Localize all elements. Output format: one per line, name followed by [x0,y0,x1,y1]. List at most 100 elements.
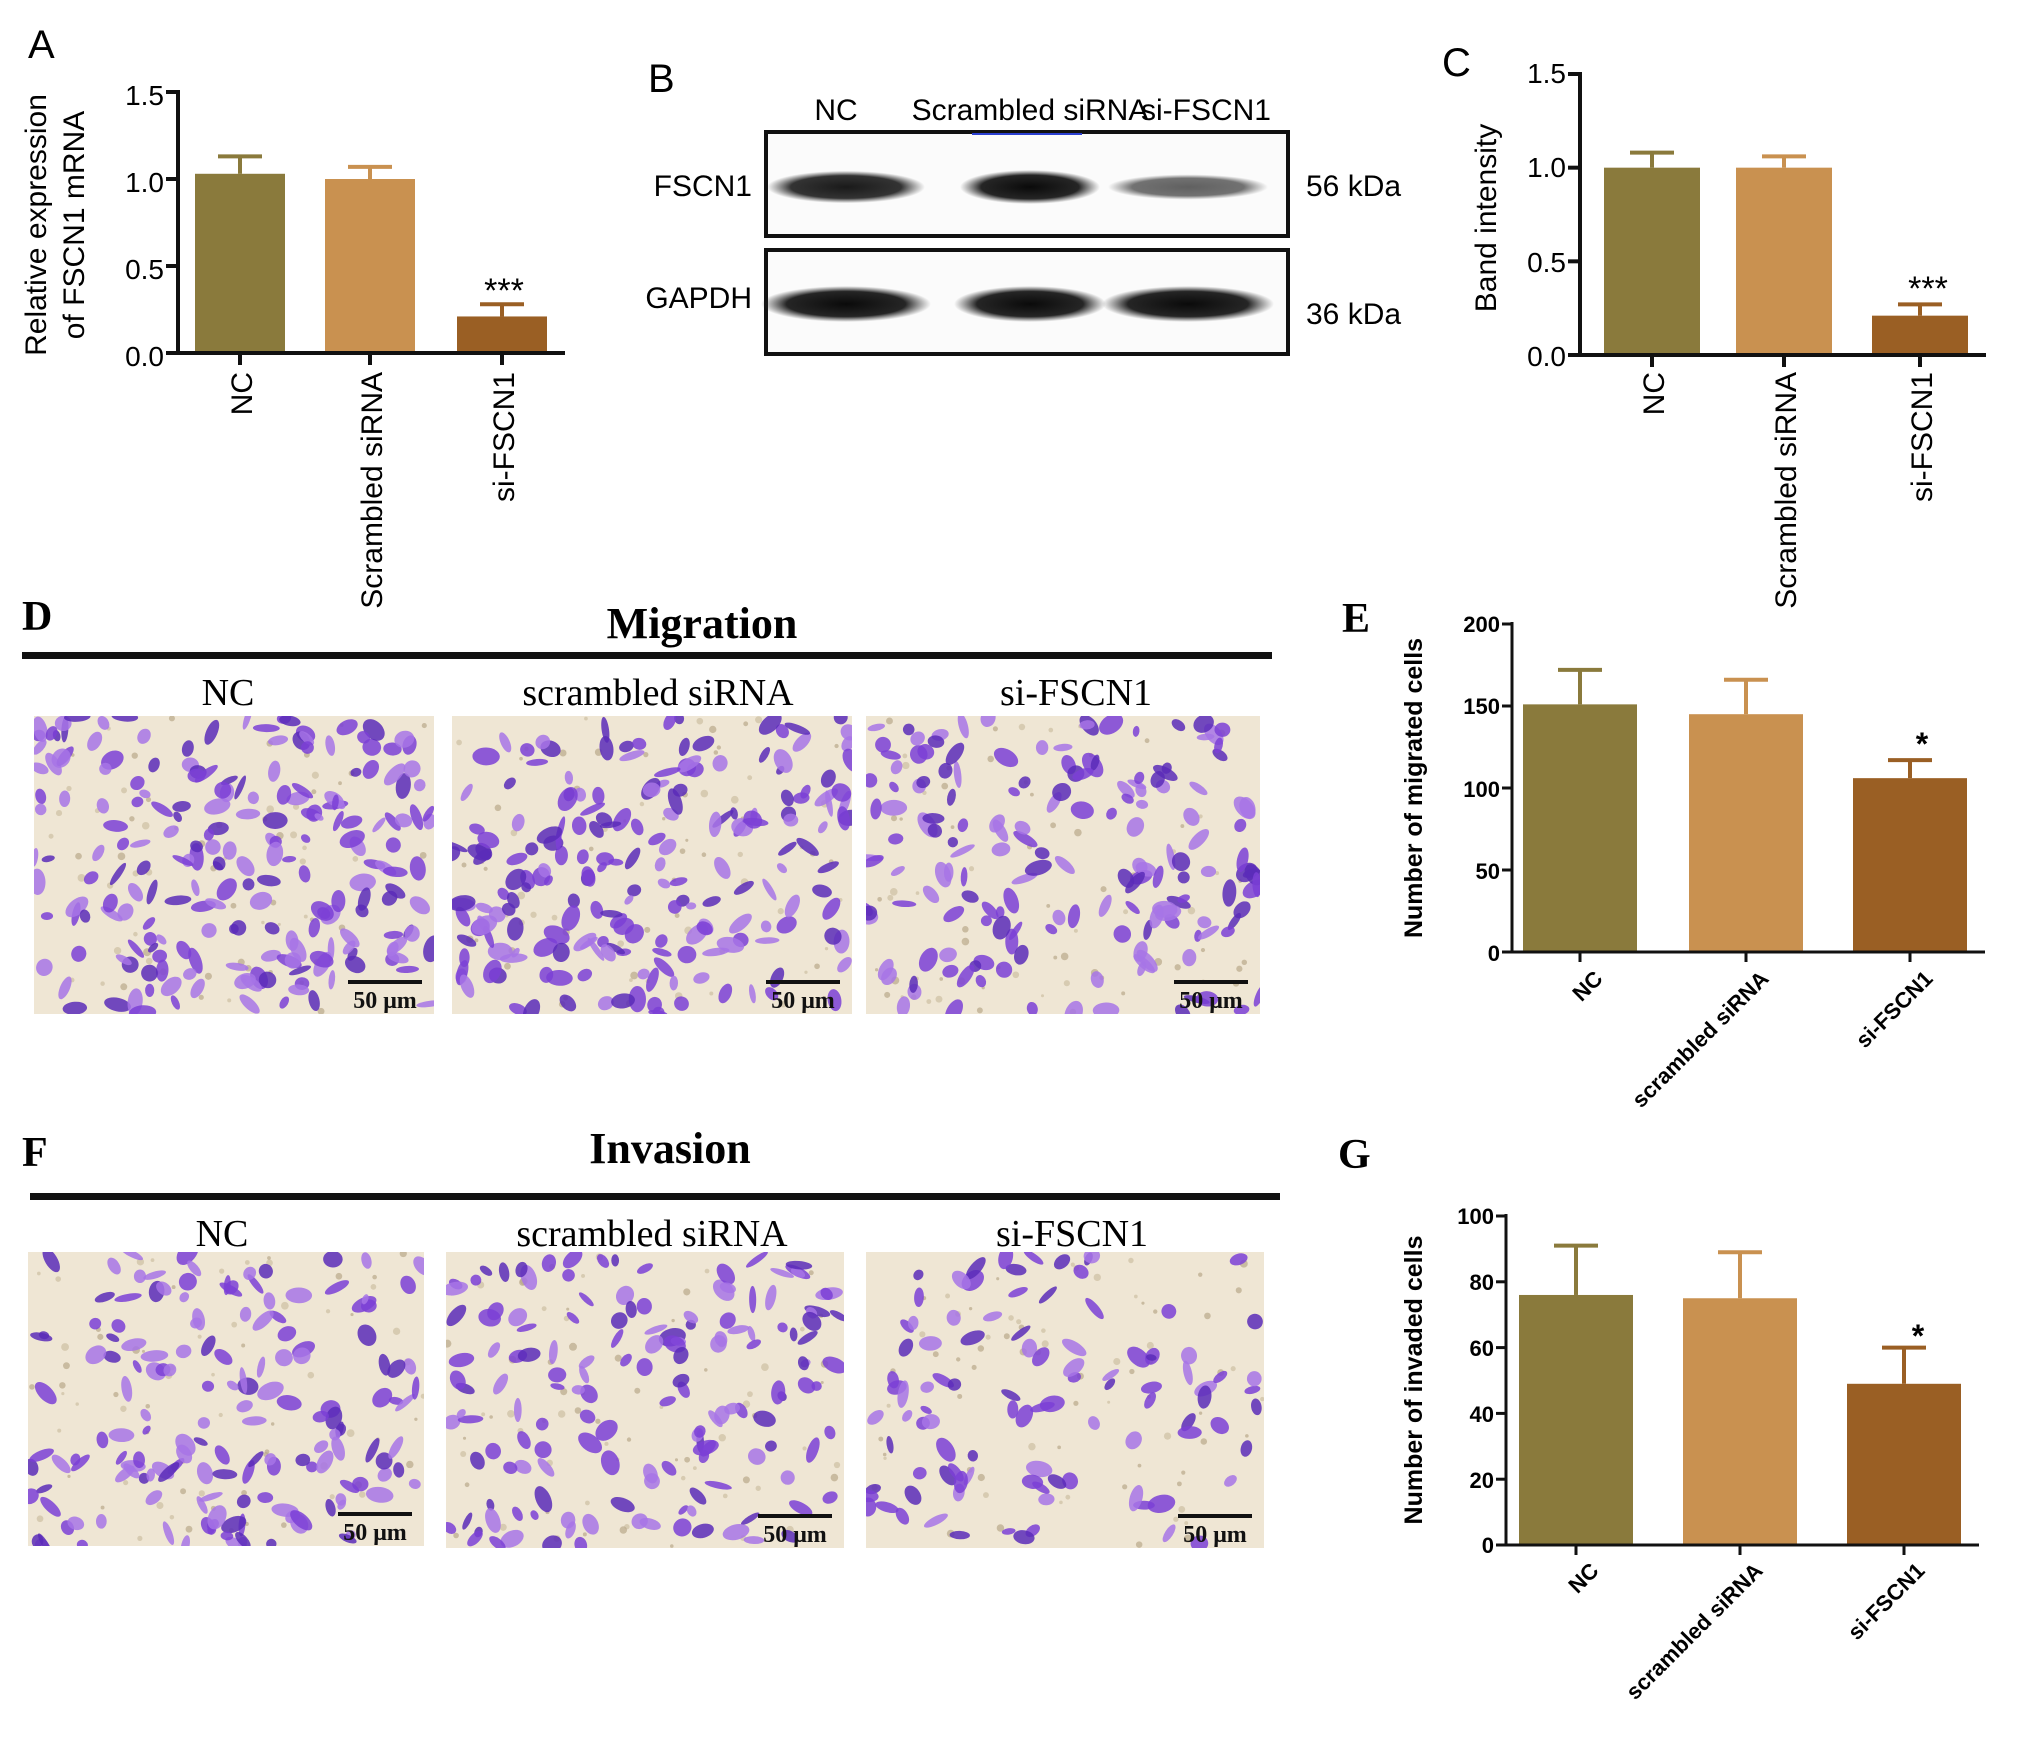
panel-c-bar-0 [1604,167,1700,355]
panel-a-bar-0 [195,173,285,353]
panel-c-tick-2: 1.0 [1527,152,1566,183]
panel-c-chart: Band intensity 0.0 0.5 1.0 1.5 NC Scramb… [1470,58,1986,609]
panel-g-significance: * [1912,1318,1925,1354]
panel-b-size-56: 56 kDa [1306,170,1401,203]
panel-c-significance: *** [1908,270,1948,308]
panel-a-ylabel-line2: of FSCN1 mRNA [58,111,91,339]
panel-b-lane-scrambled: Scrambled siRNA [912,94,1149,127]
micrographs: 50 μm 50 μm 50 μm 50 μm 50 μm 50 μm [28,716,1264,1548]
panel-e-letter: E [1342,596,1370,642]
micrograph-f-nc-scalebar [338,1512,412,1516]
micrograph-f-scrambled-scalebar [758,1514,832,1518]
panel-d-label-si: si-FSCN1 [1000,672,1152,714]
panel-a-bar-2 [457,316,547,353]
panel-g-letter: G [1338,1132,1371,1178]
panel-b-size-36: 36 kDa [1306,298,1401,331]
panel-b-row-gapdh: GAPDH [645,282,752,315]
panel-a-ylabel-line1: Relative expression [20,94,53,356]
micrograph-d-si-scalebar-label: 50 μm [1179,988,1243,1014]
panel-e-tick-1: 50 [1476,859,1500,884]
micrograph-d-nc-scalebar-label: 50 μm [353,988,417,1014]
micrograph-d-si-scalebar [1174,980,1248,984]
panel-g-bar-2 [1847,1383,1961,1545]
panel-e-chart: Number of migrated cells 0 50 100 150 20… [1400,612,1985,1112]
panel-f-label-nc: NC [196,1213,249,1255]
panel-b-gapdh-band-2 [1102,286,1274,322]
panel-g-tick-4: 80 [1470,1270,1494,1295]
panel-c-tick-1: 0.5 [1527,247,1566,278]
panel-e-plot [1502,622,1985,962]
panel-b-letter: B [648,57,675,101]
panel-f-invasion: Invasion NC scrambled siRNA si-FSCN1 [30,1124,1280,1255]
micrograph-d-scrambled-scalebar [766,980,840,984]
panel-b-fscn1-band-2 [1108,174,1268,200]
panel-a-cat-nc: NC [226,372,259,415]
panel-c-cat-scrambled: Scrambled siRNA [1770,372,1803,609]
panel-a-plot [166,90,565,365]
panel-e-bar-1 [1689,714,1803,952]
panel-d-letter: D [22,594,52,640]
panel-f-letter: F [22,1130,48,1176]
panel-d-title-rule [22,652,1272,659]
panel-a-chart: Relative expression of FSCN1 mRNA 0.0 0.… [20,80,565,609]
micrograph-d-scrambled: 50 μm [452,716,852,1014]
panel-c-tick-3: 1.5 [1527,58,1566,89]
panel-e-bar-0 [1523,704,1637,952]
panel-g-tick-1: 20 [1470,1468,1494,1493]
panel-e-tick-3: 150 [1463,694,1500,719]
micrograph-d-nc: 50 μm [34,716,434,1014]
panel-e-significance: * [1916,726,1929,762]
panel-d-migration: Migration NC scrambled siRNA si-FSCN1 [22,599,1272,714]
panel-d-title: Migration [607,599,798,648]
panel-g-bar-1 [1683,1298,1797,1545]
panel-c-bar-2 [1872,315,1968,355]
panel-g-plot [1496,1214,1979,1555]
panel-b-lane-nc: NC [814,94,857,127]
micrograph-f-si-scalebar-label: 50 μm [1183,1522,1247,1548]
micrograph-f-scrambled-scalebar-label: 50 μm [763,1522,827,1548]
panel-a-tick-0: 0.0 [125,341,164,372]
panel-c-plot [1568,72,1986,367]
panel-e-bar-2 [1853,778,1967,952]
panel-f-label-scrambled: scrambled siRNA [516,1213,788,1255]
panel-c-letter: C [1442,41,1471,85]
panel-a-cat-scrambled: Scrambled siRNA [356,372,389,609]
panel-c-bar-1 [1736,167,1832,355]
micrograph-f-si: 50 μm [866,1252,1264,1548]
micrograph-d-si: 50 μm [866,716,1260,1014]
panel-f-title: Invasion [589,1124,750,1173]
panel-b-western-blot: NC Scrambled siRNA si-FSCN1 FSCN1 GAPDH … [645,94,1401,356]
panel-e-tick-4: 200 [1463,612,1500,637]
panel-a-cat-si: si-FSCN1 [488,372,521,502]
panel-a-tick-1: 0.5 [125,254,164,285]
panel-c-cat-nc: NC [1638,372,1671,415]
micrograph-f-nc: 50 μm [28,1252,424,1546]
panel-g-tick-5: 100 [1457,1204,1494,1229]
panel-f-title-rule [30,1193,1280,1200]
micrograph-f-si-field [866,1252,1264,1548]
micrograph-f-nc-scalebar-label: 50 μm [343,1520,407,1546]
micrograph-d-scrambled-scalebar-label: 50 μm [771,988,835,1014]
panel-g-bar-0 [1519,1294,1633,1545]
panel-g-tick-2: 40 [1470,1402,1494,1427]
panel-b-fscn1-band-1 [960,170,1100,204]
panel-b-gapdh-band-1 [954,286,1106,322]
panel-c-tick-0: 0.0 [1527,341,1566,372]
panel-a-tick-2: 1.0 [125,167,164,198]
panel-g-tick-3: 60 [1470,1336,1494,1361]
panel-a-bar-1 [325,179,415,353]
panel-a-letter: A [28,23,55,67]
micrograph-f-scrambled: 50 μm [446,1252,844,1548]
panel-b-row-fscn1: FSCN1 [654,170,752,203]
panel-f-label-si: si-FSCN1 [996,1213,1148,1255]
panel-b-fscn1-band-0 [767,170,925,204]
panel-e-tick-0: 0 [1488,941,1500,966]
panel-b-lane-si: si-FSCN1 [1141,94,1271,127]
micrograph-d-nc-scalebar [348,980,422,984]
panel-c-ylabel: Band intensity [1470,124,1503,312]
panel-e-tick-2: 100 [1463,777,1500,802]
panel-a-tick-3: 1.5 [125,80,164,111]
panel-g-ylabel: Number of invaded cells [1400,1236,1428,1525]
micrograph-f-si-scalebar [1178,1514,1252,1518]
